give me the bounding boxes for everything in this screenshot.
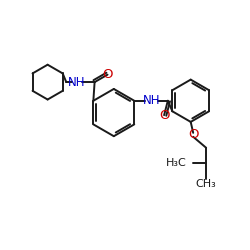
Text: NH: NH	[143, 94, 160, 107]
Text: O: O	[188, 128, 198, 141]
Text: O: O	[159, 109, 169, 122]
Text: CH₃: CH₃	[196, 179, 216, 189]
Text: H₃C: H₃C	[166, 158, 186, 168]
Text: O: O	[102, 68, 113, 81]
Text: NH: NH	[68, 76, 86, 88]
